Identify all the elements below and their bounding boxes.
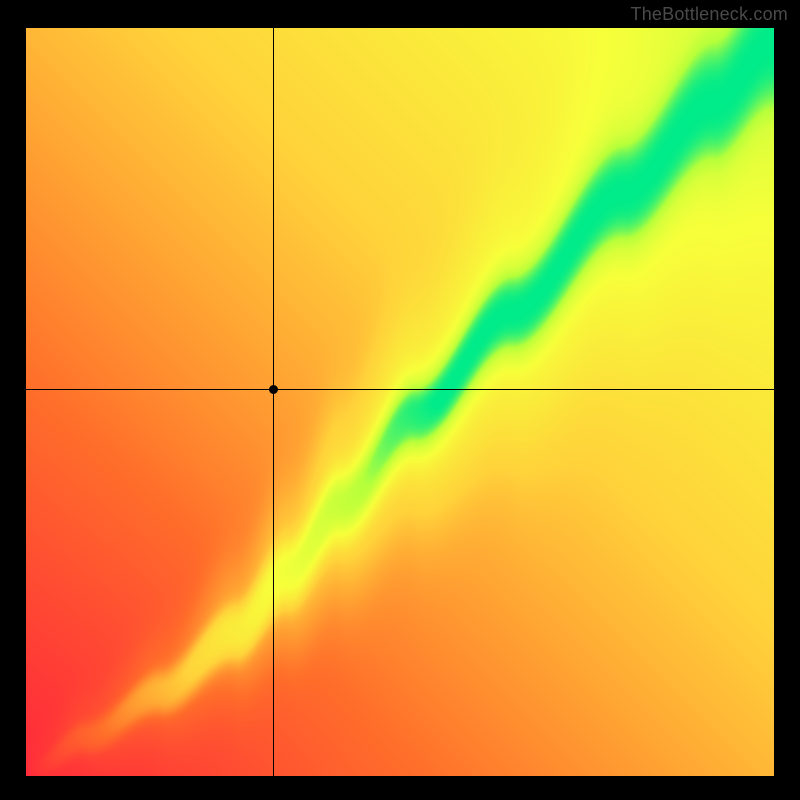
crosshair-vertical	[273, 28, 274, 776]
heatmap-canvas	[26, 28, 774, 776]
watermark-text: TheBottleneck.com	[631, 4, 788, 25]
crosshair-horizontal	[26, 389, 774, 390]
crosshair-dot	[269, 385, 278, 394]
chart-viewport: TheBottleneck.com	[0, 0, 800, 800]
plot-frame	[26, 28, 774, 776]
